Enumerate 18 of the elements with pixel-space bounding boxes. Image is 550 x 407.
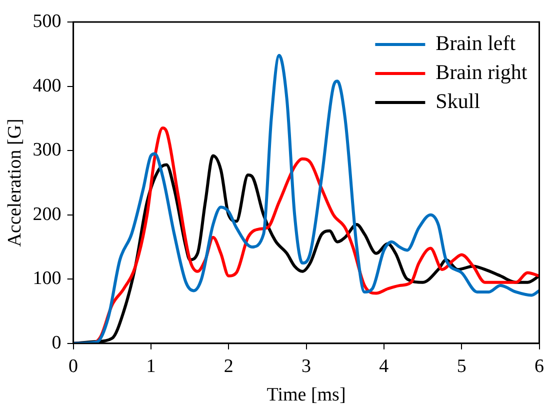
y-tick-label: 400	[32, 75, 62, 96]
x-tick-label: 3	[302, 356, 312, 377]
x-tick-label: 5	[456, 356, 466, 377]
legend-label: Brain left	[436, 31, 516, 56]
x-tick-label: 0	[68, 356, 78, 377]
y-tick-label: 500	[32, 10, 62, 32]
y-tick-label: 300	[32, 140, 62, 161]
legend-label: Brain right	[436, 60, 528, 84]
x-tick-label: 1	[146, 356, 156, 377]
y-axis-title: Acceleration [G]	[4, 118, 26, 247]
x-tick-label: 4	[379, 356, 390, 377]
legend-label: Skull	[436, 89, 480, 114]
y-tick-label: 100	[32, 268, 62, 290]
x-tick-label: 6	[534, 356, 544, 377]
x-axis-title: Time [ms]	[266, 384, 346, 406]
x-tick-label: 2	[224, 356, 234, 377]
y-tick-label: 200	[32, 204, 62, 225]
y-tick-label: 0	[52, 332, 62, 354]
